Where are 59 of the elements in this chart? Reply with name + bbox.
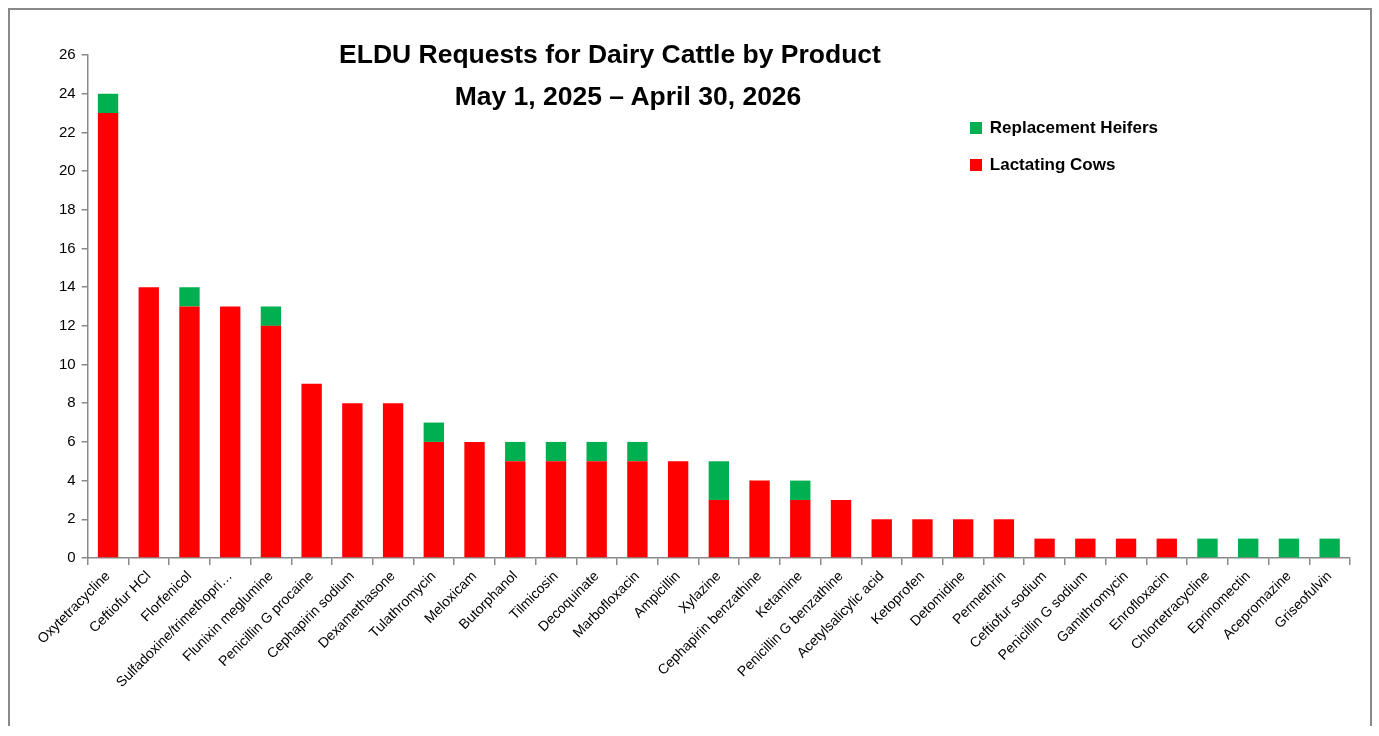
bar	[1115, 538, 1137, 558]
bar	[708, 499, 730, 558]
bar	[871, 519, 892, 558]
y-tick-label: 22	[59, 122, 76, 140]
y-tick-label: 8	[67, 393, 76, 411]
chart-title: ELDU Requests for Dairy Cattle by Product	[338, 39, 882, 70]
bar	[708, 461, 730, 500]
bar	[138, 287, 159, 558]
bar	[790, 499, 811, 558]
y-tick-label: 4	[67, 470, 76, 488]
y-tick-label: 18	[59, 199, 76, 217]
bar	[993, 519, 1015, 558]
bar	[830, 499, 852, 558]
y-tick-label: 20	[59, 161, 76, 179]
bar	[220, 306, 241, 558]
y-tick-label: 24	[59, 83, 76, 101]
y-tick-label: 14	[59, 277, 76, 295]
bar	[1238, 538, 1259, 558]
bar	[97, 113, 119, 558]
bar	[912, 519, 933, 558]
bar	[179, 306, 200, 558]
bar	[301, 383, 322, 558]
bar	[627, 441, 648, 462]
y-tick-label: 16	[59, 238, 76, 256]
bar	[1075, 538, 1096, 558]
bar	[1278, 538, 1300, 558]
bar	[179, 287, 200, 307]
bar	[505, 441, 526, 462]
bar	[749, 480, 770, 558]
bar	[382, 403, 404, 558]
bar	[586, 461, 607, 558]
bar	[1156, 538, 1177, 558]
y-tick-label: 12	[59, 315, 76, 333]
bar	[667, 461, 689, 558]
bar	[342, 403, 363, 558]
y-tick-label: 2	[67, 509, 76, 527]
y-tick-label: 6	[67, 432, 76, 450]
bar	[423, 422, 444, 442]
y-tick-label: 26	[59, 45, 76, 63]
bar	[952, 519, 974, 558]
bar	[423, 441, 444, 558]
bar	[1034, 538, 1055, 558]
y-tick-label: 0	[67, 548, 76, 566]
bar	[464, 441, 485, 558]
bar	[545, 461, 567, 558]
bar	[627, 461, 648, 558]
bar	[1319, 538, 1340, 558]
bar	[260, 325, 282, 558]
text: May 1, 2025 – April 30, 2026	[453, 81, 803, 112]
legend-label: Lactating Cows	[989, 155, 1116, 175]
bar	[790, 480, 811, 500]
bar	[1197, 538, 1218, 558]
bar	[586, 441, 607, 462]
bar	[505, 461, 526, 558]
bar	[97, 93, 119, 114]
bar	[260, 306, 282, 326]
y-tick-label: 10	[59, 354, 76, 372]
legend-label: Replacement Heifers	[989, 118, 1158, 138]
bar	[545, 441, 567, 462]
